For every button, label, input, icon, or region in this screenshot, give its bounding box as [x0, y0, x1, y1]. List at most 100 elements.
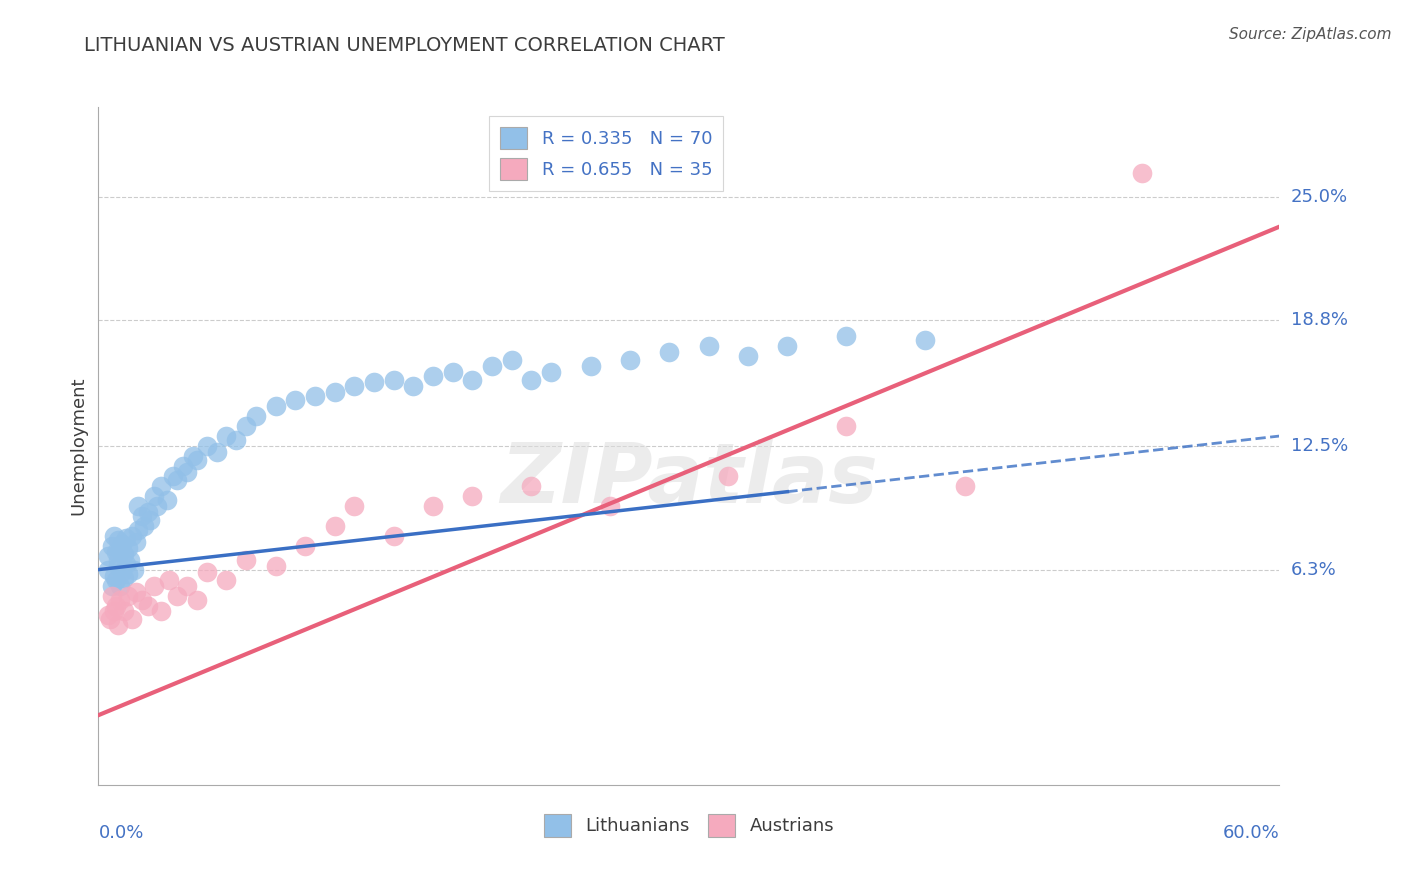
Point [131, 592, 153, 607]
Point [402, 379, 425, 393]
Point [953, 479, 976, 493]
Point [619, 353, 641, 368]
Point [105, 599, 128, 613]
Point [111, 565, 134, 579]
Point [382, 529, 405, 543]
Point [118, 552, 141, 566]
Point [264, 399, 287, 413]
Point [107, 552, 129, 566]
Point [122, 563, 145, 577]
Point [717, 469, 740, 483]
Point [108, 592, 131, 607]
Point [1130, 166, 1153, 180]
Point [115, 531, 138, 545]
Point [121, 612, 143, 626]
Point [156, 492, 179, 507]
Point [215, 429, 238, 443]
Point [138, 513, 160, 527]
Point [117, 566, 139, 581]
Text: Source: ZipAtlas.com: Source: ZipAtlas.com [1229, 27, 1392, 42]
Point [343, 379, 366, 393]
Point [697, 339, 720, 353]
Point [441, 365, 464, 379]
Point [103, 568, 125, 582]
Point [107, 558, 129, 573]
Point [97, 549, 120, 563]
Point [166, 589, 188, 603]
Point [215, 573, 238, 587]
Point [914, 334, 936, 348]
Point [117, 541, 139, 555]
Text: 12.5%: 12.5% [1291, 437, 1348, 455]
Point [127, 523, 149, 537]
Point [235, 552, 257, 566]
Point [157, 573, 180, 587]
Point [162, 469, 184, 483]
Point [304, 389, 326, 403]
Point [101, 589, 124, 603]
Point [172, 458, 194, 473]
Point [520, 373, 543, 387]
Point [461, 373, 484, 387]
Text: 0.0%: 0.0% [98, 824, 143, 842]
Point [132, 518, 155, 533]
Text: 25.0%: 25.0% [1291, 187, 1348, 206]
Point [115, 557, 138, 571]
Point [107, 618, 129, 632]
Text: 60.0%: 60.0% [1223, 824, 1279, 842]
Point [520, 479, 543, 493]
Point [245, 409, 267, 423]
Point [97, 608, 120, 623]
Point [540, 365, 562, 379]
Text: 18.8%: 18.8% [1291, 311, 1347, 329]
Point [186, 592, 208, 607]
Text: LITHUANIAN VS AUSTRIAN UNEMPLOYMENT CORRELATION CHART: LITHUANIAN VS AUSTRIAN UNEMPLOYMENT CORR… [84, 36, 725, 54]
Point [323, 385, 346, 400]
Point [205, 445, 228, 459]
Point [835, 329, 858, 343]
Point [501, 353, 523, 368]
Point [112, 547, 135, 561]
Point [737, 349, 759, 363]
Point [186, 453, 208, 467]
Point [481, 359, 503, 374]
Point [111, 537, 134, 551]
Point [103, 529, 125, 543]
Legend: Lithuanians, Austrians: Lithuanians, Austrians [537, 807, 841, 844]
Point [127, 499, 149, 513]
Point [121, 529, 143, 543]
Y-axis label: Unemployment: Unemployment [69, 376, 87, 516]
Point [105, 544, 128, 558]
Point [363, 375, 385, 389]
Point [294, 539, 316, 553]
Point [131, 508, 153, 523]
Point [150, 605, 173, 619]
Point [422, 499, 444, 513]
Point [225, 433, 247, 447]
Point [98, 612, 121, 626]
Point [343, 499, 366, 513]
Point [146, 499, 169, 513]
Point [105, 573, 128, 587]
Point [142, 578, 165, 592]
Point [195, 565, 218, 579]
Point [579, 359, 602, 374]
Point [125, 534, 148, 549]
Point [284, 393, 307, 408]
Point [599, 499, 621, 513]
Text: ZIPatlas: ZIPatlas [501, 440, 877, 520]
Point [195, 439, 218, 453]
Point [150, 479, 173, 493]
Point [166, 473, 188, 487]
Point [235, 419, 257, 434]
Text: 6.3%: 6.3% [1291, 560, 1336, 579]
Point [117, 589, 139, 603]
Point [136, 599, 159, 613]
Point [108, 578, 131, 592]
Point [835, 419, 858, 434]
Point [136, 505, 159, 519]
Point [176, 465, 198, 479]
Point [112, 605, 135, 619]
Point [264, 558, 287, 573]
Point [112, 571, 135, 585]
